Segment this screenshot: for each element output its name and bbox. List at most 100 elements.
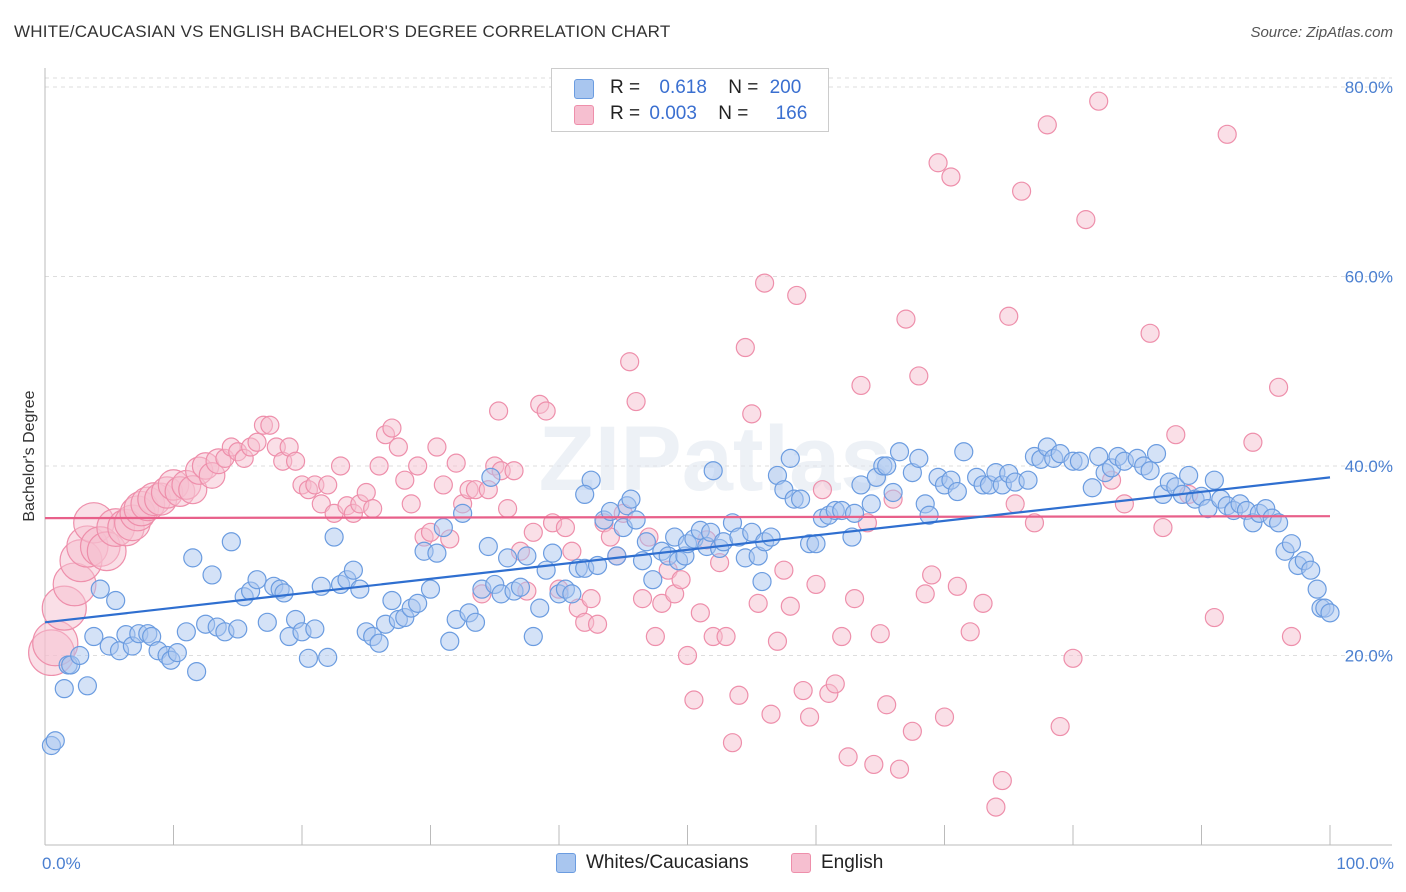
whites-point — [883, 482, 903, 503]
whites-point — [517, 546, 537, 566]
whites-point — [523, 626, 543, 647]
english-point — [915, 584, 935, 604]
bottom-legend-label-whites: Whites/Caucasians — [586, 852, 749, 873]
whites-point — [1307, 579, 1327, 599]
legend-n-value: 166 — [775, 103, 808, 124]
english-point — [1063, 648, 1083, 668]
whites-point — [780, 448, 800, 468]
english-point — [1005, 494, 1025, 514]
whites-point — [343, 560, 363, 580]
whites-point — [1140, 461, 1160, 481]
english-point — [986, 797, 1006, 817]
legend-swatch-english — [574, 105, 594, 125]
english-point — [382, 418, 402, 438]
whites-point — [806, 534, 826, 554]
english-point — [318, 475, 338, 495]
legend-r-label: R = — [610, 77, 641, 98]
english-point — [677, 645, 698, 666]
whites-points — [41, 437, 1340, 756]
english-point — [1204, 607, 1224, 628]
whites-point — [530, 598, 550, 618]
english-point — [363, 499, 383, 519]
english-point — [684, 690, 704, 710]
english-points — [28, 91, 1302, 817]
english-point — [992, 770, 1012, 791]
whites-point — [382, 590, 402, 611]
whites-point — [621, 489, 641, 509]
english-point — [761, 704, 781, 724]
english-point — [247, 432, 267, 452]
english-point — [754, 273, 775, 293]
bottom-legend-swatch-english — [791, 853, 811, 873]
whites-point — [84, 626, 104, 647]
english-point — [620, 352, 640, 372]
english-point — [787, 285, 807, 306]
whites-point — [324, 527, 344, 547]
english-point — [1243, 432, 1263, 452]
whites-point — [90, 579, 110, 599]
stats-legend: R = 0.618 N = 200 R = 0.003 N = 166 — [551, 68, 829, 132]
english-point — [838, 747, 858, 767]
x-tick-label-min: 0.0% — [42, 854, 81, 873]
english-point — [600, 527, 621, 547]
whites-point — [481, 467, 501, 487]
x-tick-label-max: 100.0% — [1336, 854, 1394, 873]
english-point — [922, 565, 942, 585]
whites-point — [453, 503, 473, 523]
legend-swatch-whites — [574, 79, 594, 99]
english-point — [446, 453, 466, 473]
whites-trend-line — [44, 476, 1331, 624]
english-point — [523, 522, 543, 542]
english-point — [928, 153, 948, 173]
english-point — [742, 404, 762, 424]
english-point — [999, 306, 1019, 326]
whites-point — [465, 612, 486, 632]
whites-point — [1204, 470, 1224, 490]
english-point — [1050, 716, 1070, 737]
legend-n-value: 200 — [769, 77, 802, 98]
whites-point — [427, 543, 447, 563]
whites-point — [478, 536, 498, 557]
bottom-legend-label-english: English — [821, 852, 884, 873]
whites-point — [1301, 560, 1321, 580]
english-point — [1089, 91, 1109, 111]
english-point — [369, 456, 389, 476]
english-point — [1140, 323, 1160, 343]
trend-lines — [44, 476, 1331, 624]
whites-point — [1179, 465, 1199, 486]
legend-r-label: R = — [610, 103, 641, 124]
english-point — [767, 631, 788, 651]
english-point — [902, 721, 922, 741]
english-trend-line — [44, 515, 1331, 520]
english-point — [408, 456, 428, 476]
english-point — [960, 622, 980, 642]
english-point — [716, 626, 736, 647]
whites-point — [562, 584, 582, 604]
whites-point — [742, 522, 762, 542]
english-point — [1076, 210, 1096, 230]
legend-r-value: 0.003 — [649, 103, 697, 124]
english-point — [395, 470, 415, 490]
whites-point — [909, 448, 929, 468]
chart-title: WHITE/CAUCASIAN VS ENGLISH BACHELOR'S DE… — [14, 22, 671, 41]
english-point — [645, 626, 665, 647]
english-point — [844, 589, 865, 609]
english-point — [562, 541, 582, 561]
english-point — [330, 456, 351, 476]
whites-point — [510, 577, 531, 597]
english-point — [1217, 124, 1237, 144]
y-tick-label: 60.0% — [1345, 267, 1393, 286]
english-point — [748, 593, 768, 613]
english-point — [260, 415, 280, 435]
whites-point — [167, 643, 187, 663]
x-ticks — [44, 825, 1331, 845]
y-tick-label: 40.0% — [1345, 457, 1393, 476]
english-point — [832, 626, 852, 647]
english-point — [626, 391, 646, 412]
english-point — [498, 499, 518, 519]
whites-point — [369, 633, 389, 653]
whites-point — [1268, 513, 1289, 533]
whites-point — [1281, 534, 1302, 554]
english-point — [774, 560, 794, 580]
english-point — [877, 695, 897, 715]
